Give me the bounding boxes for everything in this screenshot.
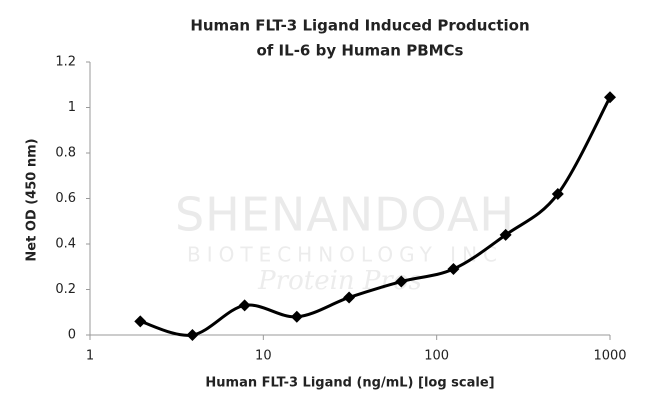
x-axis-label: Human FLT-3 Ligand (ng/mL) [log scale]	[205, 376, 494, 391]
marker	[290, 310, 303, 323]
x-tick-label: 10	[255, 349, 272, 364]
y-tick-label: 0.2	[55, 282, 76, 297]
line	[139, 96, 612, 337]
marker	[604, 91, 616, 104]
y-tick-label: 0	[68, 328, 76, 343]
watermark: SHENANDOAH	[175, 188, 515, 242]
chart-title: Human FLT-3 Ligand Induced Production	[190, 17, 529, 35]
marker	[186, 329, 199, 341]
marker	[447, 263, 460, 276]
x-tick-label: 1000	[593, 349, 626, 364]
marker	[551, 187, 564, 200]
y-axis-label: Net OD (450 nm)	[25, 138, 40, 261]
marker	[343, 291, 356, 304]
marker	[395, 275, 408, 288]
y-tick-label: 1.2	[55, 55, 76, 70]
y-tick-label: 1	[68, 100, 76, 115]
marker	[499, 228, 512, 241]
y-tick-label: 0.6	[55, 191, 76, 206]
x-tick-label: 1	[86, 349, 94, 364]
marker	[134, 315, 147, 328]
chart-title: of IL-6 by Human PBMCs	[257, 42, 464, 60]
watermark: BIOTECHNOLOGY INC	[187, 243, 503, 267]
x-tick-label: 100	[424, 349, 449, 364]
marker	[238, 299, 251, 312]
y-tick-label: 0.4	[55, 237, 76, 252]
watermark: Protein Pros	[257, 266, 422, 296]
y-tick-label: 0.8	[55, 146, 76, 161]
